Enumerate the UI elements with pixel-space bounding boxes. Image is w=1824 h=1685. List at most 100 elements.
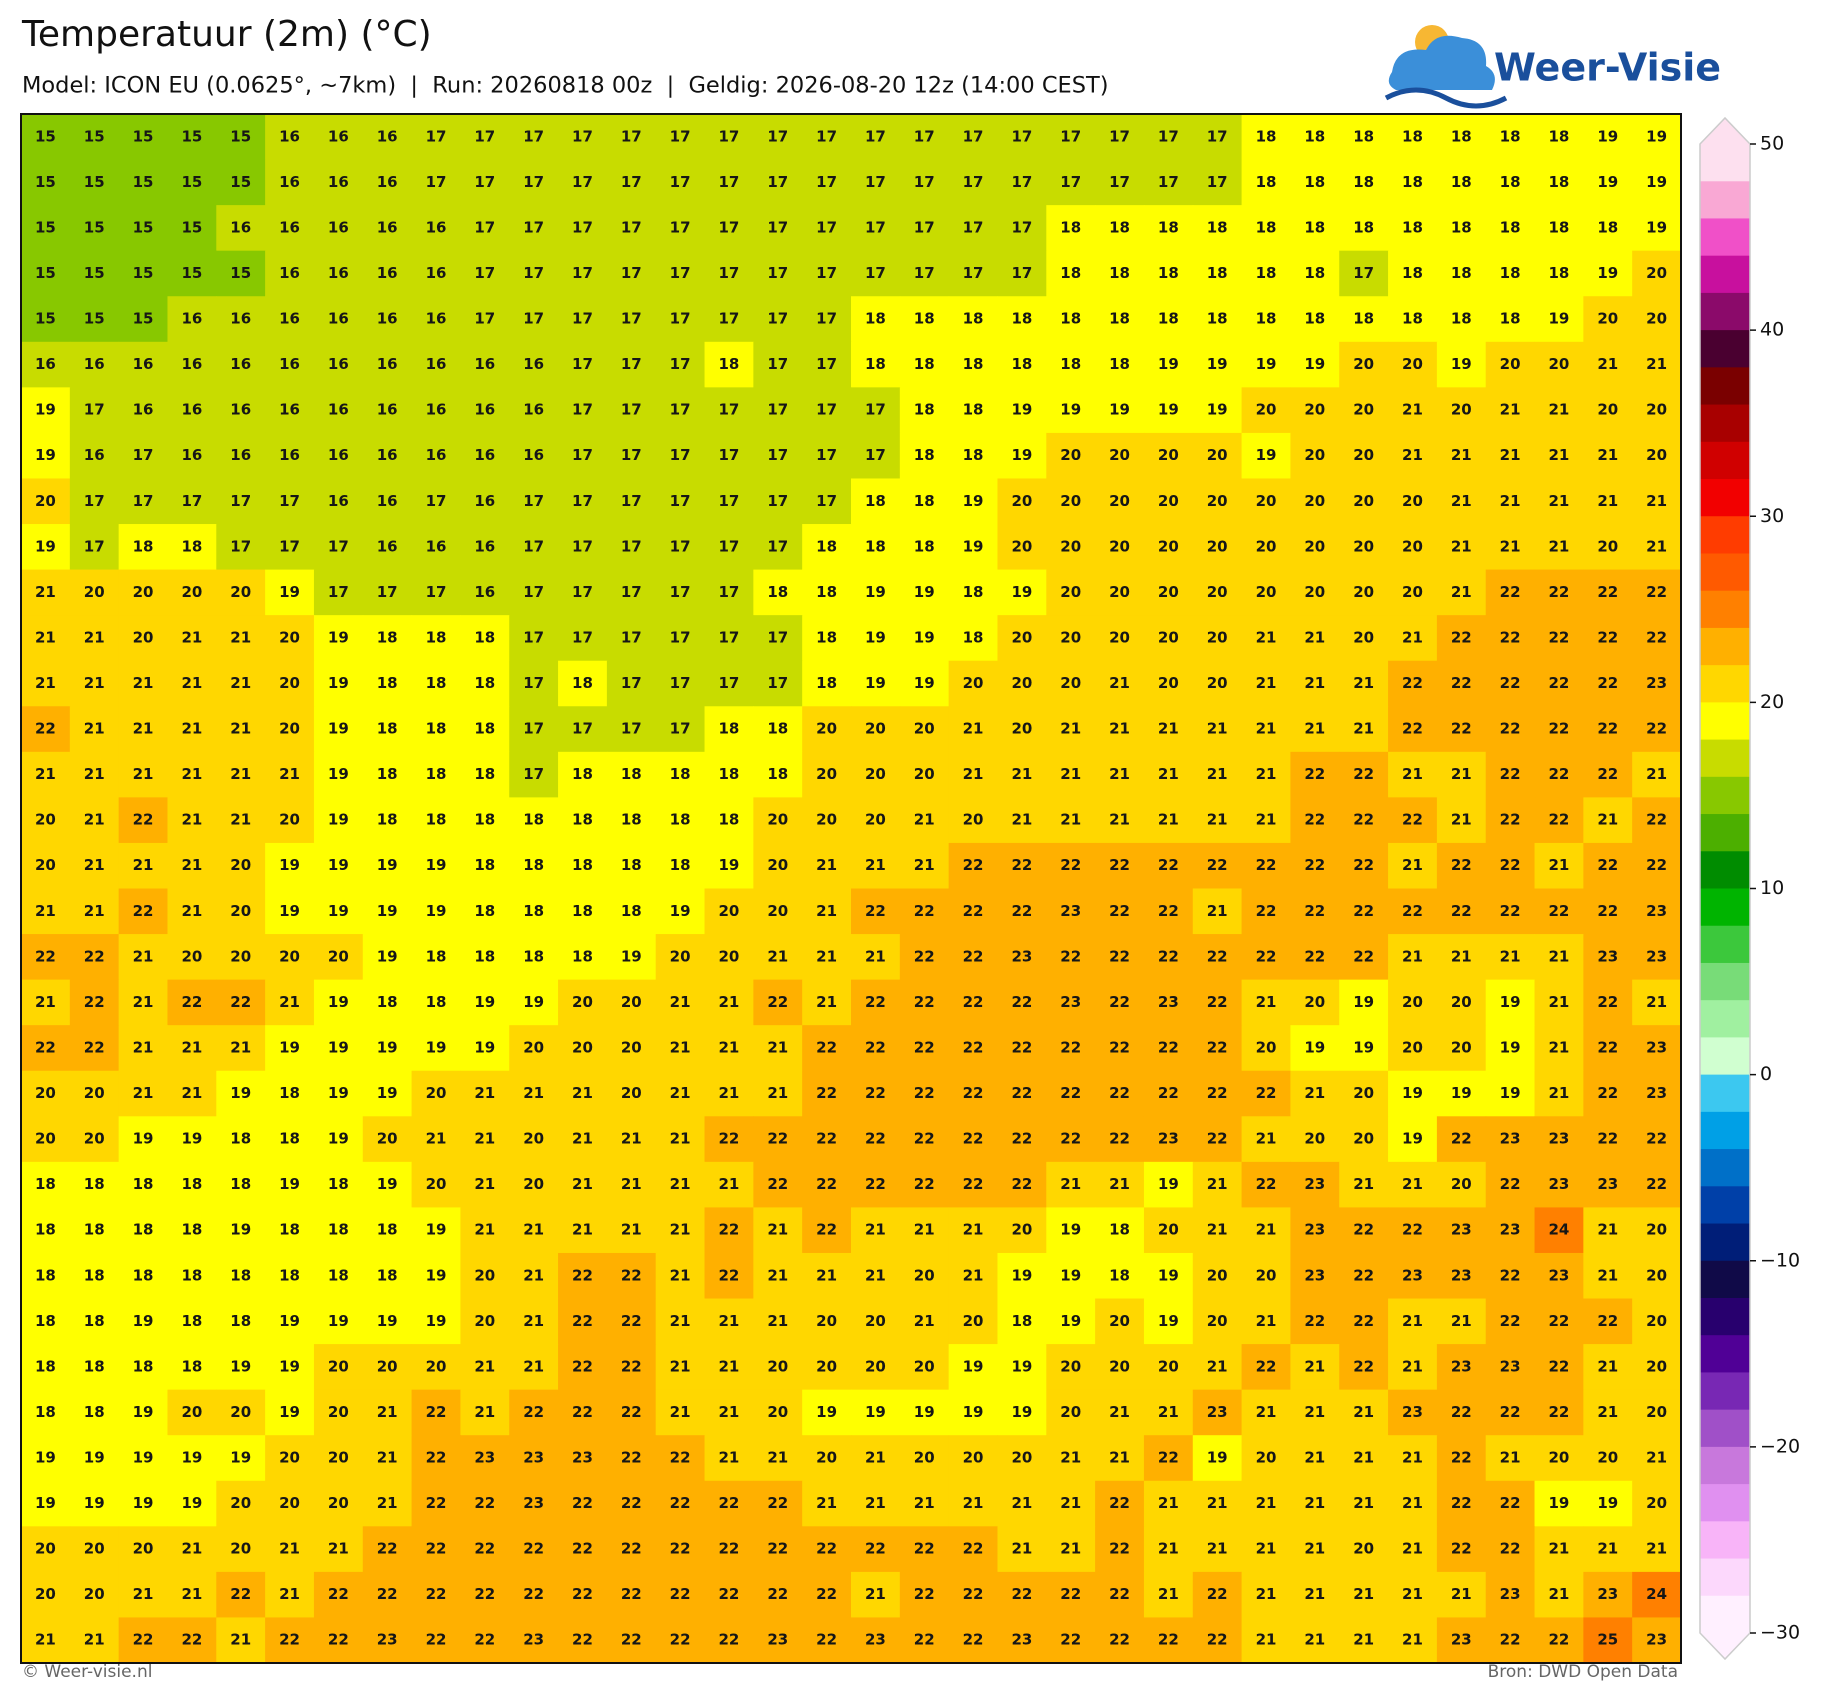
temp-cell [1339,387,1389,434]
temp-value: 21 [1207,902,1228,920]
temp-value: 21 [963,1221,984,1239]
temp-value: 22 [1451,1540,1472,1558]
temp-cell [1632,797,1682,844]
temp-value: 21 [1060,1540,1081,1558]
temp-cell [509,1526,559,1573]
temp-cell [1388,205,1438,252]
temp-cell [1192,524,1243,571]
temp-cell [704,706,754,753]
temp-value: 21 [133,993,154,1011]
temp-cell [899,296,950,343]
temp-cell [1095,1207,1145,1254]
temp-value: 17 [572,492,593,510]
temp-cell [1339,1161,1389,1208]
temp-value: 20 [1646,264,1667,282]
temp-cell [558,979,608,1026]
colorbar-segment [1700,702,1750,741]
temp-cell [118,296,168,343]
temp-cell [1583,1526,1633,1573]
temp-value: 19 [328,1130,349,1148]
temp-value: 22 [523,1403,544,1421]
temp-value: 22 [1549,765,1570,783]
temp-value: 19 [279,1312,300,1330]
temp-value: 17 [816,127,837,145]
temp-cell [21,1025,71,1072]
temp-cell [1436,1207,1487,1254]
temp-value: 18 [1060,355,1081,373]
temp-cell [558,706,608,753]
temp-value: 22 [1500,1175,1521,1193]
temp-cell [802,1435,852,1482]
temp-value: 17 [523,720,544,738]
temp-value: 18 [523,856,544,874]
temp-cell [1339,1435,1389,1482]
temp-cell [997,1252,1047,1300]
temp-value: 22 [1402,902,1423,920]
temp-value: 19 [1353,993,1374,1011]
temp-value: 22 [1646,720,1667,738]
temp-value: 20 [1256,583,1277,601]
temp-value: 20 [1256,537,1277,555]
temp-value: 21 [1011,811,1032,829]
colorbar-segment [1700,590,1750,629]
temp-value: 18 [1451,173,1472,191]
temp-value: 17 [719,218,740,236]
temp-value: 15 [84,310,105,328]
temp-cell [460,205,510,252]
temp-cell [362,1207,413,1254]
temp-value: 19 [426,1266,447,1284]
temp-value: 16 [474,583,495,601]
temp-value: 21 [1597,1403,1618,1421]
temp-value: 21 [84,720,105,738]
temp-cell [1143,1298,1194,1345]
temp-value: 18 [328,1266,349,1284]
temp-cell [1046,524,1096,571]
temp-cell [1046,1116,1096,1163]
temp-value: 18 [572,902,593,920]
temp-cell [118,524,168,571]
temp-cell [362,1435,413,1482]
temp-cell [1192,1161,1243,1208]
temp-cell [1583,1298,1633,1345]
temp-value: 21 [1549,1084,1570,1102]
temp-cell [362,524,413,571]
temp-value: 22 [1646,856,1667,874]
temp-value: 18 [426,720,447,738]
temp-cell [1485,114,1536,161]
temp-value: 23 [1304,1266,1325,1284]
temp-value: 19 [621,947,642,965]
temp-value: 16 [377,492,398,510]
temp-value: 19 [1060,1312,1081,1330]
temp-value: 23 [1451,1221,1472,1239]
temp-cell [1290,478,1340,525]
temp-value: 22 [816,1038,837,1056]
temp-value: 15 [230,173,251,191]
temp-value: 16 [523,401,544,419]
temp-cell [509,1116,559,1163]
temp-value: 20 [1158,537,1179,555]
temp-cell [1388,114,1438,161]
temp-value: 20 [1109,583,1130,601]
temp-value: 22 [1646,811,1667,829]
temp-cell [411,1252,461,1300]
temp-cell [1143,842,1194,889]
temp-cell [704,1252,754,1300]
temp-value: 16 [328,401,349,419]
temp-cell [1632,1116,1682,1163]
temp-cell [1583,296,1633,343]
temp-value: 19 [1500,1084,1521,1102]
temp-cell [1290,934,1340,981]
temp-cell [1436,524,1487,571]
temp-cell [118,250,168,297]
temp-value: 22 [1353,856,1374,874]
temp-cell [509,1344,559,1391]
temp-cell [899,706,950,753]
temp-cell [265,296,315,343]
temp-value: 22 [377,1585,398,1603]
temp-cell [606,934,657,981]
temp-cell [1436,1344,1487,1391]
temp-value: 20 [328,1403,349,1421]
colorbar-segment [1700,627,1750,666]
temp-value: 18 [1304,310,1325,328]
temp-value: 18 [523,947,544,965]
